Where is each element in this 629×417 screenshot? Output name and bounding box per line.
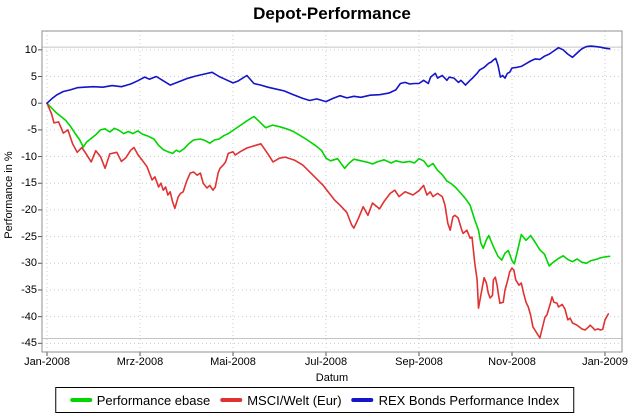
- x-tick-label: Jan-2008: [24, 356, 70, 368]
- y-tick-label: -10: [21, 150, 37, 163]
- x-tick-label: Jan-2009: [582, 356, 628, 368]
- series-line-rex-bonds-performance-index: [46, 45, 611, 104]
- plot-frame: [41, 30, 623, 353]
- y-tick-label: -20: [21, 203, 37, 216]
- y-tick-label: 10: [24, 43, 37, 56]
- legend-item-performance-ebase: Performance ebase: [69, 392, 211, 408]
- x-tick-label: Mai-2008: [210, 356, 256, 368]
- y-tick-label: -45: [21, 337, 37, 350]
- legend-item-msci-welt: MSCI/Welt (Eur): [220, 392, 342, 408]
- legend-line-swatch-blue: [351, 398, 374, 402]
- y-tick-label: -30: [21, 257, 37, 270]
- y-tick-label: 0: [30, 97, 37, 110]
- legend-label: Performance ebase: [96, 392, 211, 408]
- x-tick-label: Mrz-2008: [116, 356, 164, 368]
- y-tick-label: 5: [30, 70, 37, 83]
- legend-line-swatch-red: [220, 398, 243, 402]
- legend-label: MSCI/Welt (Eur): [247, 392, 342, 408]
- y-tick-label: -15: [21, 177, 37, 190]
- x-tick-label: Nov-2008: [488, 356, 536, 368]
- legend-line-swatch-green: [69, 398, 92, 402]
- legend-label: REX Bonds Performance Index: [378, 392, 560, 408]
- y-tick-label: -40: [21, 310, 37, 323]
- legend: Performance ebase MSCI/Welt (Eur) REX Bo…: [54, 387, 575, 413]
- y-axis-title: Performance in %: [3, 151, 15, 239]
- y-tick-label: -25: [21, 230, 37, 243]
- chart-title: Depot-Performance: [253, 4, 411, 23]
- legend-item-rex-bonds: REX Bonds Performance Index: [351, 392, 560, 408]
- x-tick-label: Sep-2008: [395, 356, 443, 368]
- y-tick-label: -35: [21, 283, 37, 296]
- plot-background: [42, 31, 622, 352]
- series-line-msci-welt-eur-: [46, 102, 610, 339]
- x-axis-title: Datum: [315, 372, 349, 384]
- y-tick-label: -5: [27, 123, 37, 136]
- series-line-performance-ebase: [46, 102, 611, 267]
- x-tick-label: Jul-2008: [304, 356, 348, 368]
